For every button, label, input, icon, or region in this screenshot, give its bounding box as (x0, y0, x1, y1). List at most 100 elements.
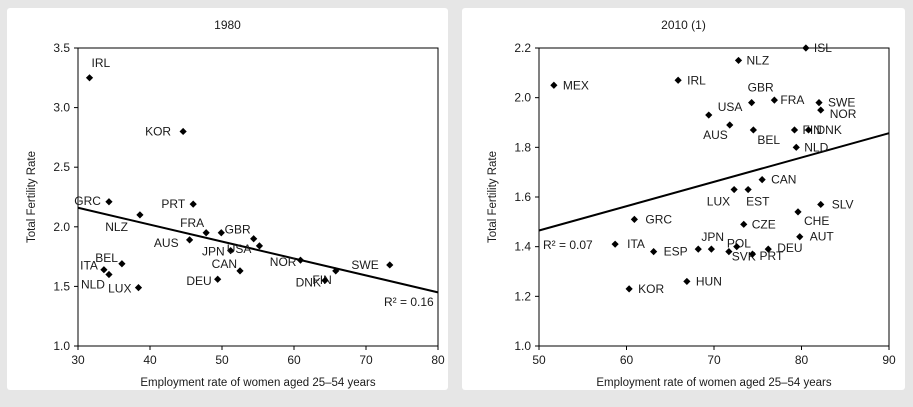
chart-panel-2: 2010 (1) 1.0 1.2 1.4 1.6 1.8 2.0 2.2 50 60 70 80 90 E… (462, 8, 905, 390)
chart-title: 2010 (1) (661, 18, 706, 32)
point-label-dnk: DNK (817, 123, 842, 137)
x-axis-label: Employment rate of women aged 25–54 year… (596, 377, 831, 389)
data-point-aut (796, 233, 804, 241)
point-label-can: CAN (771, 173, 796, 187)
data-point-lux (730, 185, 738, 194)
point-label-nor: NOR (270, 255, 297, 269)
point-label-grc: GRC (74, 194, 101, 208)
point-label-mex: MEX (563, 78, 589, 92)
data-point-slv (817, 200, 825, 209)
x-tick-label: 80 (431, 353, 445, 367)
data-point-nld (792, 143, 800, 151)
y-axis-label: Total Fertility Rate (26, 151, 38, 243)
data-point-gbr (250, 235, 258, 243)
y-tick-label: 1.4 (514, 240, 531, 254)
point-label-gbr: GBR (748, 81, 774, 95)
point-label-esp: ESP (664, 245, 688, 259)
x-tick-label: 40 (143, 353, 157, 367)
data-point-kor (179, 127, 187, 136)
y-tick-label: 1.0 (514, 339, 531, 353)
x-tick-label: 80 (795, 353, 809, 367)
point-label-isl: ISL (814, 41, 832, 55)
point-label-fra: FRA (780, 93, 804, 107)
x-tick-label: 70 (359, 353, 373, 367)
y-tick-label: 1.6 (514, 190, 531, 204)
point-label-est: EST (746, 195, 770, 209)
point-label-svk: SVK (732, 250, 756, 264)
x-tick-label: 60 (287, 353, 301, 367)
point-label-nld: NLD (804, 140, 828, 154)
y-tick-label: 2.5 (53, 160, 70, 174)
data-point-aus (726, 121, 734, 129)
chart-panel-1: 1980 1.0 1.5 2.0 2.5 3.0 3.5 30 40 50 60 70 80 Employ… (7, 8, 448, 390)
data-point-cze (740, 220, 748, 228)
trend-line (77, 206, 439, 294)
data-point-pol (725, 248, 733, 256)
point-label-ita: ITA (627, 237, 645, 251)
r-squared-label: R² = 0.07 (543, 238, 593, 252)
y-tick-label: 3.5 (53, 41, 70, 55)
data-point-grc (105, 198, 113, 206)
point-label-nor: NOR (830, 107, 857, 121)
data-point-usa (705, 111, 713, 119)
panel-background (462, 8, 905, 390)
data-point-nor (817, 106, 825, 114)
plot-frame (77, 47, 439, 347)
data-point-swe (815, 99, 823, 107)
point-label-deu: DEU (777, 241, 802, 255)
data-point-aus (186, 236, 194, 244)
data-point-irl (85, 74, 94, 82)
data-point-est (744, 185, 752, 194)
data-point-bel (118, 260, 126, 268)
point-label-ita: ITA (80, 259, 98, 273)
point-label-aus: AUS (154, 236, 179, 250)
point-label-bel: BEL (757, 133, 780, 147)
data-point (217, 229, 225, 237)
data-point-nlz (734, 56, 743, 65)
y-tick-label: 2.0 (53, 220, 70, 234)
point-label-che: CHE (804, 214, 829, 228)
point-label-irl: IRL (92, 56, 111, 70)
data-point-kor (625, 285, 633, 293)
data-point (694, 245, 702, 253)
point-label-jpn: JPN (202, 245, 225, 259)
x-tick-label: 50 (532, 353, 546, 367)
point-label-fin: FIN (803, 123, 822, 137)
y-tick-label: 1.5 (53, 279, 70, 293)
data-point-prt (189, 200, 197, 208)
data-point-ita (100, 266, 108, 274)
panel-background (7, 8, 448, 390)
point-label-jpn: JPN (701, 230, 724, 244)
chart-title: 1980 (214, 18, 241, 32)
data-point-dnk (804, 126, 813, 134)
point-label-nlz: NLZ (105, 220, 128, 234)
x-tick-label: 30 (71, 353, 85, 367)
point-label-fra: FRA (180, 216, 204, 230)
data-point-fra (202, 229, 210, 237)
data-point-nlz (136, 211, 144, 219)
point-label-aus: AUS (703, 128, 728, 142)
point-label-lux: LUX (707, 195, 730, 209)
y-tick-label: 1.2 (514, 289, 531, 303)
x-axis-label: Employment rate of women aged 25–54 year… (140, 377, 375, 389)
r-squared-label: R² = 0.16 (384, 295, 434, 309)
data-point-bel (749, 126, 757, 134)
point-label-usa: USA (718, 100, 743, 114)
data-point-jpn (227, 247, 235, 255)
point-label-pol: POL (727, 237, 751, 251)
data-point-prt (748, 250, 757, 258)
point-label-nld: NLD (81, 277, 105, 291)
data-point-hun (683, 277, 691, 286)
data-point-che (794, 208, 802, 216)
point-label-prt: PRT (161, 197, 185, 211)
x-tick-label: 60 (620, 353, 634, 367)
point-label-kor: KOR (638, 282, 664, 296)
data-point-grc (630, 215, 638, 223)
point-label-cze: CZE (752, 217, 776, 231)
point-label-nlz: NLZ (747, 53, 770, 67)
data-point-deu (214, 275, 222, 283)
data-point-dnk (321, 276, 329, 285)
y-tick-label: 1.0 (53, 339, 70, 353)
data-point-esp (650, 248, 658, 256)
